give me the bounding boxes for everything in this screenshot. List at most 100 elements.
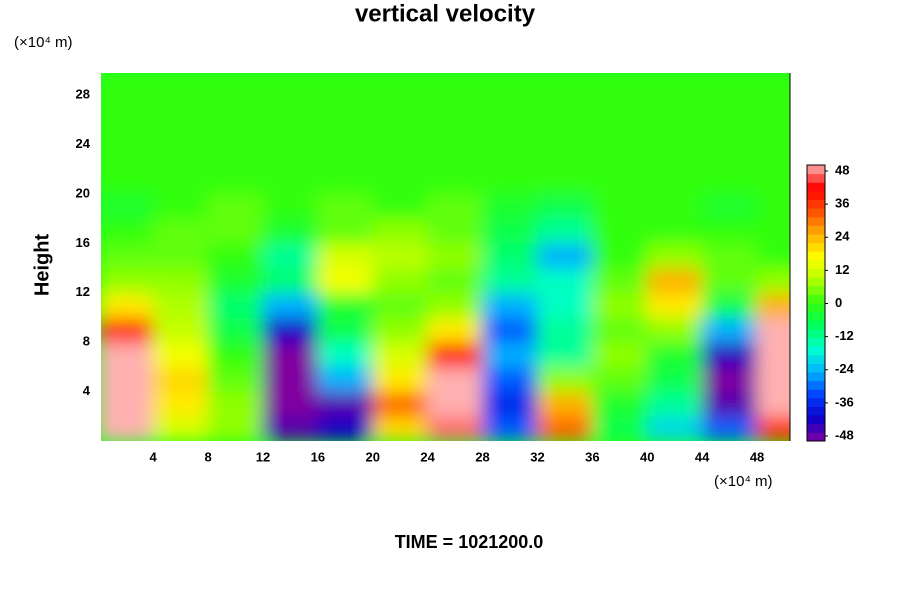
colorbar-tick-label: 12 (835, 262, 849, 277)
field-cell (101, 317, 154, 343)
field-cell (756, 144, 790, 170)
plot-area (101, 73, 790, 441)
colorbar-band (807, 242, 825, 252)
field-cell (591, 317, 648, 343)
field-cell (207, 73, 264, 96)
field-cell (482, 73, 538, 96)
colorbar-tick-label: -24 (835, 361, 855, 376)
field-cell (152, 317, 209, 343)
field-cell (101, 341, 154, 368)
field-cell (101, 242, 154, 269)
field-cell (427, 415, 484, 441)
x-tick-label: 48 (750, 449, 764, 464)
field-cell (482, 119, 538, 146)
field-cell (536, 391, 593, 417)
field-cell (262, 119, 319, 146)
colorbar-band (807, 268, 825, 278)
field-cell (427, 292, 484, 319)
colorbar-band (807, 277, 825, 287)
colorbar-band (807, 389, 825, 399)
field-cell (591, 391, 648, 417)
y-tick-label: 28 (76, 87, 90, 102)
field-cell (262, 267, 319, 294)
field-cell (317, 391, 374, 417)
colorbar-band (807, 216, 825, 226)
colorbar-band (807, 397, 825, 407)
field-cell (756, 366, 790, 393)
field-cell (536, 119, 593, 146)
x-tick-label: 36 (585, 449, 599, 464)
field-cell (317, 193, 374, 220)
field-cell (591, 218, 648, 244)
field-cell (372, 242, 429, 269)
field-cell (646, 341, 703, 368)
field-cell (372, 391, 429, 417)
footer: TIME = 1021200.0 (395, 532, 544, 552)
field-cell (101, 119, 154, 146)
field-cell (372, 193, 429, 220)
field-cell (756, 94, 790, 121)
colorbar-band (807, 173, 825, 183)
field-cell (317, 73, 374, 96)
colorbar-band (807, 328, 825, 338)
field-cell (207, 391, 264, 417)
x-tick-label: 20 (366, 449, 380, 464)
x-tick-label: 40 (640, 449, 654, 464)
field-cell (207, 317, 264, 343)
field-cell (536, 242, 593, 269)
field-cell (427, 366, 484, 393)
field-cell (262, 73, 319, 96)
field-cell (427, 119, 484, 146)
field-cell (152, 242, 209, 269)
field-cell (317, 415, 374, 441)
field-cell (591, 267, 648, 294)
field-cell (646, 168, 703, 195)
field-cell (101, 391, 154, 417)
field-cell (101, 267, 154, 294)
y-tick-label: 24 (76, 136, 91, 151)
y-tick-label: 12 (76, 284, 90, 299)
field-cell (372, 341, 429, 368)
field-cell (646, 292, 703, 319)
x-tick-label: 28 (475, 449, 489, 464)
field-cell (372, 168, 429, 195)
field-cell (756, 292, 790, 319)
field-cell (756, 317, 790, 343)
field-cell (101, 366, 154, 393)
field-cell (536, 144, 593, 170)
field-cell (591, 94, 648, 121)
field-cell (482, 168, 538, 195)
field-cell (536, 168, 593, 195)
x-tick-label: 16 (311, 449, 325, 464)
colorbar-tick-label: 36 (835, 196, 849, 211)
colorbar-band (807, 415, 825, 425)
field-cell (427, 193, 484, 220)
field-cell (317, 218, 374, 244)
field-cell (372, 119, 429, 146)
field-cell (701, 415, 758, 441)
field-cell (701, 317, 758, 343)
field-cell (646, 218, 703, 244)
colorbar-tick-label: 24 (835, 229, 850, 244)
field-cell (536, 218, 593, 244)
field-cell (756, 168, 790, 195)
field-cell (101, 193, 154, 220)
x-tick-label: 4 (150, 449, 158, 464)
field-cell (756, 267, 790, 294)
field-cell (152, 168, 209, 195)
field-cell (101, 415, 154, 441)
field-cell (262, 415, 319, 441)
field-cell (427, 317, 484, 343)
y-tick-label: 4 (83, 383, 91, 398)
field-cell (646, 415, 703, 441)
colorbar-tick-label: -36 (835, 394, 854, 409)
field-cell (482, 415, 538, 441)
field-cell (756, 193, 790, 220)
colorbar-band (807, 363, 825, 373)
field-cell (152, 144, 209, 170)
colorbar-band (807, 372, 825, 382)
colorbar-band (807, 320, 825, 330)
colorbar-band (807, 346, 825, 356)
field-cell (101, 73, 154, 96)
field-cell (482, 193, 538, 220)
